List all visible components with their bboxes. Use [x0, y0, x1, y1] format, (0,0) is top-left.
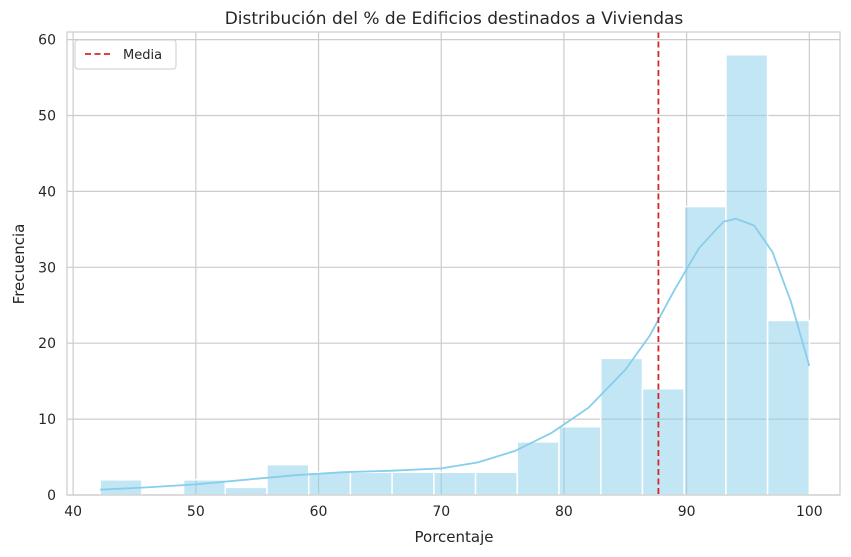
histogram-bar: [224, 486, 268, 496]
x-tick-label: 60: [310, 504, 328, 520]
histogram-bar: [725, 54, 769, 496]
histogram-bar: [474, 471, 519, 496]
legend-mean-label: Media: [123, 48, 162, 63]
histogram-bar: [391, 471, 435, 496]
histogram-bar: [641, 387, 685, 496]
x-axis-label: Porcentaje: [415, 528, 494, 546]
histogram-bar: [683, 205, 727, 496]
histogram-bar: [599, 357, 644, 496]
x-tick-label: 40: [64, 504, 82, 520]
x-tick-label: 90: [678, 504, 696, 520]
histogram-bar: [558, 425, 602, 496]
x-tick-label: 80: [555, 504, 573, 520]
legend-box: [74, 39, 177, 70]
histogram-bar: [433, 471, 477, 496]
plot-frame: [66, 31, 841, 496]
y-tick-label: 40: [38, 184, 56, 200]
y-axis-label: Frecuencia: [10, 224, 28, 305]
y-tick-label: 30: [38, 260, 56, 276]
histogram-bar: [307, 471, 352, 496]
histogram-bar: [349, 471, 393, 496]
kde-curve: [100, 217, 811, 491]
chart-title: Distribución del % de Edificios destinad…: [225, 9, 684, 29]
y-tick-label: 20: [38, 336, 56, 352]
plot-area: 40 50 60 70 80 90 100 0 10 20 30 40 50 60 Media: [38, 31, 841, 520]
histogram-bar: [766, 319, 811, 496]
y-tick-label: 10: [38, 412, 56, 428]
x-tick-label: 100: [796, 504, 823, 520]
x-tick-label: 50: [187, 504, 205, 520]
y-tick-label: 60: [38, 33, 56, 49]
x-tick-label: 70: [432, 504, 450, 520]
histogram-bar: [266, 463, 310, 496]
histogram-bar: [516, 441, 560, 496]
y-tick-label: 0: [47, 488, 56, 504]
y-tick-label: 50: [38, 108, 56, 124]
